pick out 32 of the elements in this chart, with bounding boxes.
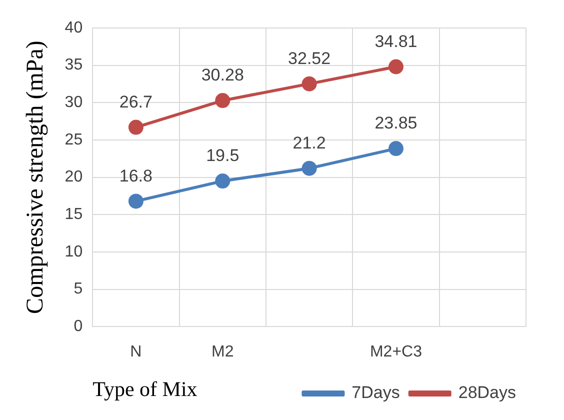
y-tick-label: 15 [64,206,83,224]
data-label: 23.85 [374,114,418,133]
y-tick-label: 20 [64,168,83,186]
x-axis-title: Type of Mix [92,376,198,401]
y-tick-label: 35 [64,56,83,74]
y-tick-label: 30 [64,94,83,112]
legend-label: 28Days [458,383,516,402]
data-label: 32.52 [288,49,331,68]
y-tick-label: 0 [74,318,83,336]
y-tick-label: 25 [64,131,83,148]
point [128,194,144,209]
y-tick-label: 5 [74,280,83,298]
x-tick-label: M2+C3 [370,344,422,361]
data-label: 19.5 [206,146,240,166]
data-label: 34.81 [374,32,418,51]
legend-label: 7Days [352,383,400,402]
data-label: 16.8 [119,166,152,186]
data-label: 26.7 [119,92,152,112]
y-tick-label: 10 [64,243,83,260]
y-axis-title: Compressive strength (mPa) [22,40,49,314]
point [388,141,404,156]
point [128,120,144,135]
data-label: 21.2 [292,134,326,153]
x-tick-label: M2 [212,344,234,361]
x-tick-label: N [130,344,142,361]
point [215,174,230,189]
y-tick-label: 40 [64,19,83,36]
point [215,93,230,108]
point [302,160,317,176]
point [388,59,404,74]
data-label: 30.28 [201,66,244,85]
point [302,76,317,92]
